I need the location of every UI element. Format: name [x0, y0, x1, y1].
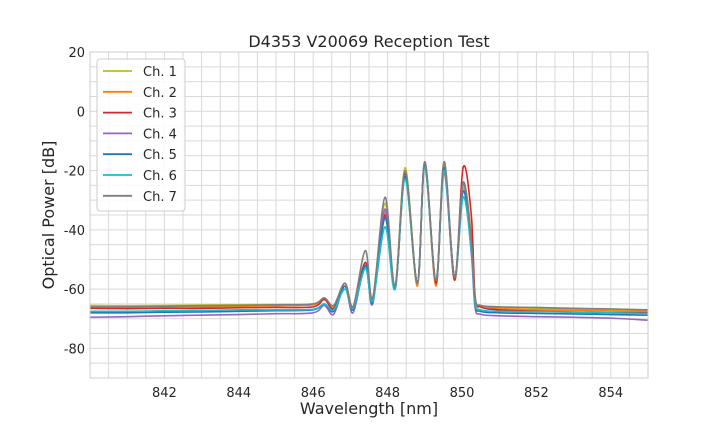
tick-labels: 842 844 846 848 850 852 854 -80 -60 -40 -20 0 20: [64, 46, 623, 401]
x-axis-label: Wavelength [nm]: [300, 399, 438, 418]
x-tick-label: 852: [524, 386, 549, 401]
x-tick-label: 850: [450, 386, 475, 401]
x-tick-label: 844: [226, 386, 251, 401]
y-tick-label: -40: [64, 224, 85, 239]
legend-label: Ch. 7: [143, 190, 177, 205]
series-lines: [90, 160, 648, 322]
legend-label: Ch. 4: [143, 127, 177, 142]
legend: Ch. 1 Ch. 2 Ch. 3 Ch. 4 Ch. 5 Ch. 6 Ch. 7: [96, 58, 186, 212]
y-tick-label: 0: [77, 105, 85, 120]
y-tick-label: 20: [68, 46, 85, 61]
y-tick-label: -60: [64, 283, 85, 298]
x-tick-label: 842: [152, 386, 177, 401]
y-tick-label: -80: [64, 342, 85, 357]
chart-title: D4353 V20069 Reception Test: [248, 32, 489, 51]
x-tick-label: 846: [301, 386, 326, 401]
legend-label: Ch. 5: [143, 148, 177, 163]
legend-label: Ch. 2: [143, 86, 177, 101]
y-tick-label: -20: [64, 165, 85, 180]
legend-box: [96, 58, 186, 212]
x-tick-label: 854: [598, 386, 623, 401]
legend-label: Ch. 3: [143, 107, 177, 122]
plot-frame: [89, 51, 649, 379]
x-tick-label: 848: [375, 386, 400, 401]
series-line-ch-6: [90, 166, 648, 315]
series-line-ch-5: [90, 163, 648, 316]
legend-label: Ch. 1: [143, 65, 177, 80]
series-line-ch-7: [90, 160, 648, 311]
y-axis-label: Optical Power [dB]: [39, 141, 58, 290]
legend-label: Ch. 6: [143, 169, 177, 184]
